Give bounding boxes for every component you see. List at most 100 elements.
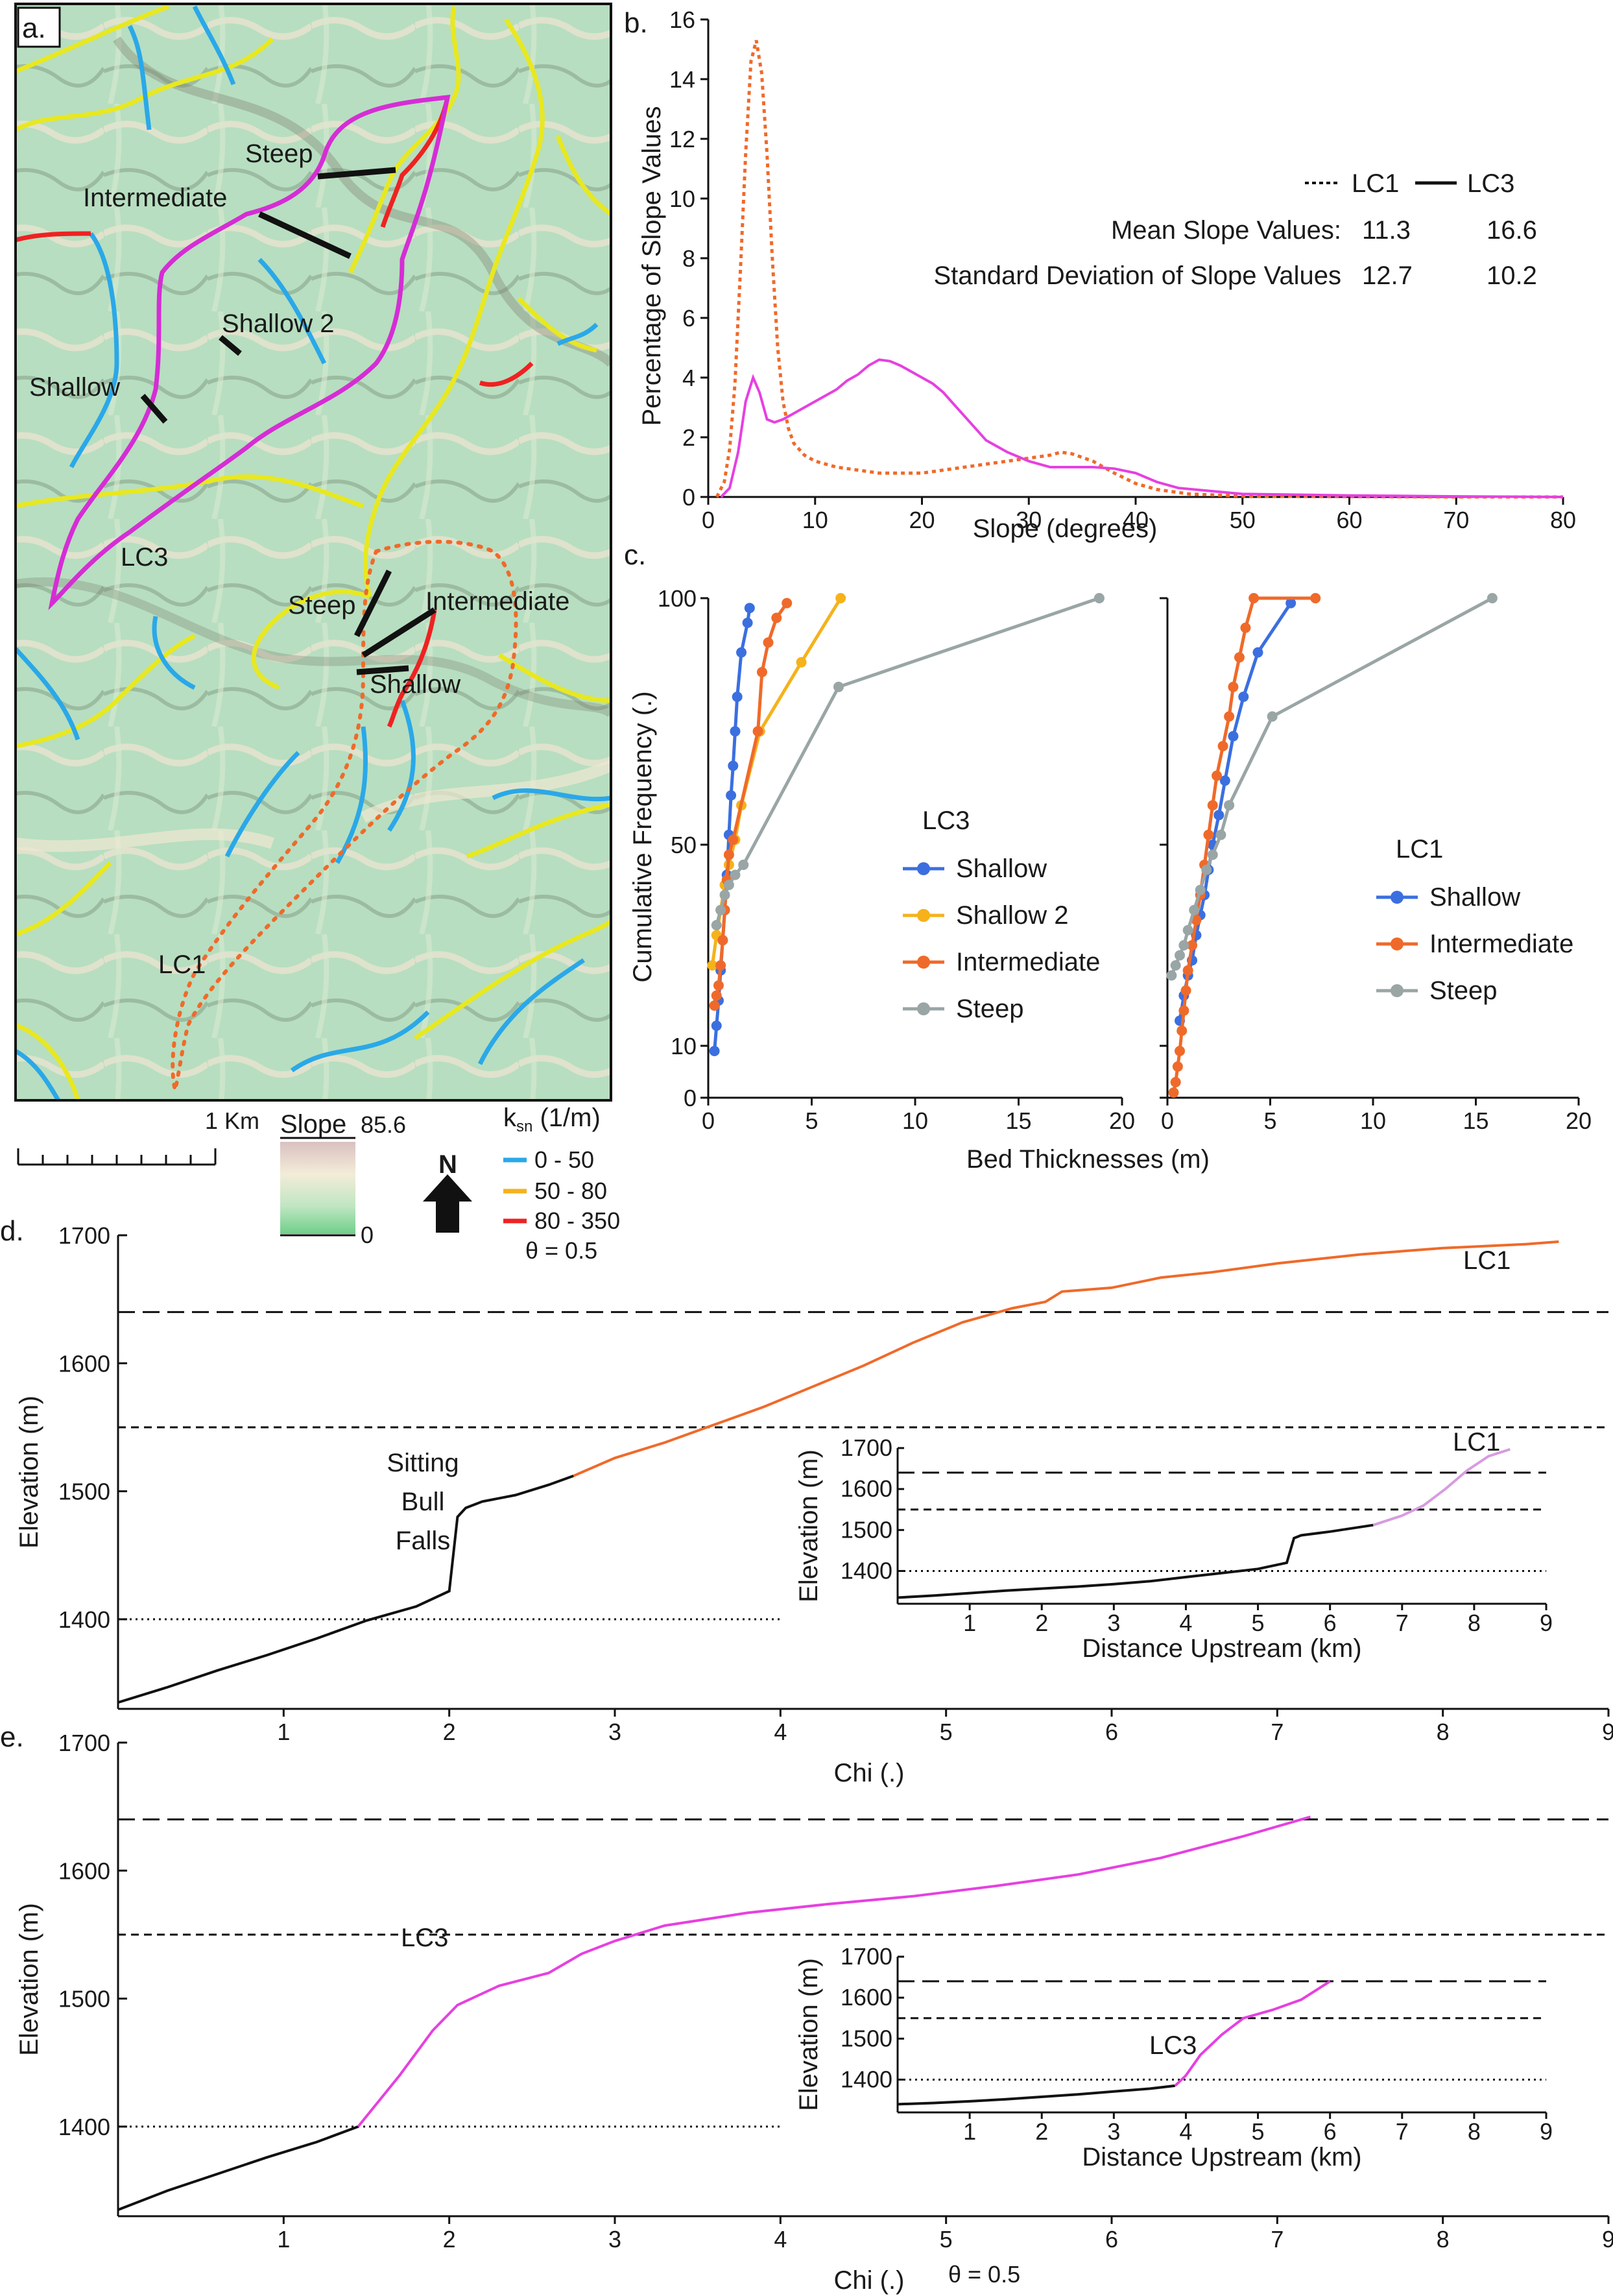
chart-c_lc1-point xyxy=(1228,681,1239,692)
chart-e-xtick-label: 3 xyxy=(608,2226,621,2253)
chart-d-inset-xtick-label: 7 xyxy=(1396,1610,1409,1636)
chart-d-xtick-label: 4 xyxy=(774,1719,787,1745)
chart-c_lc1-point xyxy=(1238,692,1249,702)
ksn-class-1: 50 - 80 xyxy=(534,1178,607,1204)
slope-legend-min: 0 xyxy=(361,1222,374,1248)
map-terrain xyxy=(16,4,611,1100)
chart-c_lc1-point xyxy=(1168,1087,1179,1098)
chart-c_lc1-legend-marker xyxy=(1391,937,1404,950)
chart-b: b. 0 10 20 30 40 50 60 70 80 0 2 4 6 8 10 12 14 16 Slope … xyxy=(624,6,1576,543)
chart-c-ylabel: Cumulative Frequency (.) xyxy=(628,691,657,982)
chart-e-inset-ytick-label: 1500 xyxy=(841,2025,892,2051)
chart-c_lc1-point xyxy=(1224,711,1235,722)
chart-b-ylabel: Percentage of Slope Values xyxy=(638,106,666,426)
chart-c_lc3-xtick-label: 10 xyxy=(902,1107,928,1134)
map-label-steep-lc1: Steep xyxy=(288,591,356,620)
ksn-theta: θ = 0.5 xyxy=(525,1237,597,1264)
chart-c_lc3-point xyxy=(728,834,739,845)
chart-c_lc3-ytick-label: 100 xyxy=(658,585,697,612)
chart-d-xlabel: Chi (.) xyxy=(834,1759,905,1787)
chart-b-xlabel: Slope (degrees) xyxy=(973,514,1158,543)
map-panel: Steep Intermediate Shallow 2 Shallow LC3… xyxy=(14,3,620,1264)
chart-b-ytick-label: 10 xyxy=(669,186,695,212)
stats-mean-lc3: 16.6 xyxy=(1487,216,1537,245)
chart-c_lc1-point xyxy=(1175,1046,1186,1056)
chart-c_lc1-point xyxy=(1310,593,1321,603)
chart-c_lc1-point xyxy=(1182,924,1193,936)
chart-c_lc1-legend-label: Intermediate xyxy=(1429,930,1573,958)
chart-c_lc1-point xyxy=(1166,970,1177,981)
map-label-shallow-lc1: Shallow xyxy=(370,670,460,699)
chart-c_lc3-point xyxy=(709,1000,720,1011)
ksn-red-streams xyxy=(16,97,534,728)
chart-c_lc3-point xyxy=(732,692,743,702)
chart-c_lc1-legend-label: Shallow xyxy=(1429,883,1520,912)
chart-e: e. 1 2 3 4 5 6 7 8 9 1400 1500 1600 1700 Chi (.) Eleva… xyxy=(0,1721,1613,2295)
chart-d-inset-xtick-label: 9 xyxy=(1540,1610,1553,1636)
stats-mean-lc1: 11.3 xyxy=(1362,216,1411,245)
chart-b-xtick-label: 40 xyxy=(1123,507,1149,533)
chart-e-xlabel: Chi (.) xyxy=(834,2266,905,2295)
chart-c_lc3-point xyxy=(717,935,728,946)
chart-b-xtick-label: 30 xyxy=(1016,507,1042,533)
chart-d-inset-xlabel: Distance Upstream (km) xyxy=(1082,1634,1361,1663)
chart-c_lc1-point xyxy=(1252,647,1263,658)
chart-c_lc3-point xyxy=(744,603,755,614)
chart-b-ytick-label: 0 xyxy=(682,484,695,511)
lc3-catchment-outline xyxy=(48,94,451,610)
chart-d-xtick-label: 8 xyxy=(1437,1719,1450,1745)
chart-c_lc1-point xyxy=(1207,800,1218,811)
chart-c_lc3-legend-marker xyxy=(917,862,930,875)
chart-c: c. 0 5 10 15 20 0 10 50 100 0 5 10 15 20 Bed Thickne… xyxy=(624,539,1592,1174)
chart-c_lc3-point xyxy=(730,869,741,880)
chart-e-series-line xyxy=(117,2125,359,2211)
chart-e-inset-xtick-label: 8 xyxy=(1468,2118,1481,2145)
legend-b-lc3: LC3 xyxy=(1467,169,1514,198)
chart-c_lc3-point xyxy=(742,618,753,628)
chart-b-ytick-label: 6 xyxy=(682,305,695,332)
chart-e-xtick-label: 5 xyxy=(940,2226,953,2253)
chart-e-inset-xtick-label: 3 xyxy=(1107,2118,1120,2145)
chart-e-inset-series-line xyxy=(897,2084,1176,2106)
chart-c_lc1-point xyxy=(1203,829,1214,840)
ksn-legend-title: ksn (1/m) xyxy=(503,1104,601,1135)
chart-d-xtick-label: 2 xyxy=(443,1719,456,1745)
chart-c_lc3-point xyxy=(752,726,763,737)
chart-c_lc3-point xyxy=(833,681,844,692)
ksn-legend: ksn (1/m) 0 - 50 50 - 80 80 - 350 θ = 0.… xyxy=(503,1104,620,1264)
chart-c_lc1-xtick-label: 5 xyxy=(1263,1107,1276,1134)
slope-legend: Slope 85.6 0 xyxy=(280,1110,406,1248)
ksn-class-2: 80 - 350 xyxy=(534,1207,620,1234)
knickpoint-label-1: Sitting xyxy=(387,1449,459,1477)
chart-d-inset-xtick-label: 2 xyxy=(1035,1610,1048,1636)
chart-e-inset-xtick-label: 9 xyxy=(1540,2118,1553,2145)
chart-c_lc3-legend-label: Steep xyxy=(956,995,1024,1023)
chart-d-inset-xtick-label: 5 xyxy=(1252,1610,1265,1636)
ksn-blue-streams xyxy=(16,5,611,1100)
chart-c_lc3-legend-marker xyxy=(917,909,930,922)
chart-b-xtick-label: 0 xyxy=(702,507,715,533)
map-label-lc1: LC1 xyxy=(158,950,206,979)
chart-d-series-line xyxy=(573,1240,1559,1477)
chart-c_lc1-point xyxy=(1191,915,1202,926)
panel-label-d: d. xyxy=(0,1215,24,1247)
chart-d-series-line xyxy=(117,1475,574,1704)
chart-d-ytick-label: 1500 xyxy=(58,1479,110,1505)
chart-c_lc1-point xyxy=(1207,849,1218,860)
chart-c_lc1-legend-label: Steep xyxy=(1429,976,1498,1005)
chart-c_lc1-xtick-label: 0 xyxy=(1161,1107,1174,1134)
chart-e-xtick-label: 6 xyxy=(1105,2226,1118,2253)
chart-c_lc1-point xyxy=(1189,904,1200,915)
map-label-intermediate-lc3: Intermediate xyxy=(83,184,227,212)
chart-c_lc3-point xyxy=(707,960,718,971)
chart-c_lc1-point xyxy=(1240,622,1251,633)
lc1-catchment-outline xyxy=(171,540,518,1091)
chart-c_lc1-point xyxy=(1187,940,1198,950)
chart-c_lc1-legend-marker xyxy=(1391,984,1404,997)
chart-c_lc1-point xyxy=(1178,940,1189,950)
chart-c_lc3-point xyxy=(782,598,793,609)
chart-d-xtick-label: 9 xyxy=(1602,1719,1613,1745)
chart-c_lc3-point xyxy=(728,760,739,771)
panel-label-c: c. xyxy=(624,539,646,571)
chart-c_lc3-ytick-label: 50 xyxy=(671,832,697,858)
